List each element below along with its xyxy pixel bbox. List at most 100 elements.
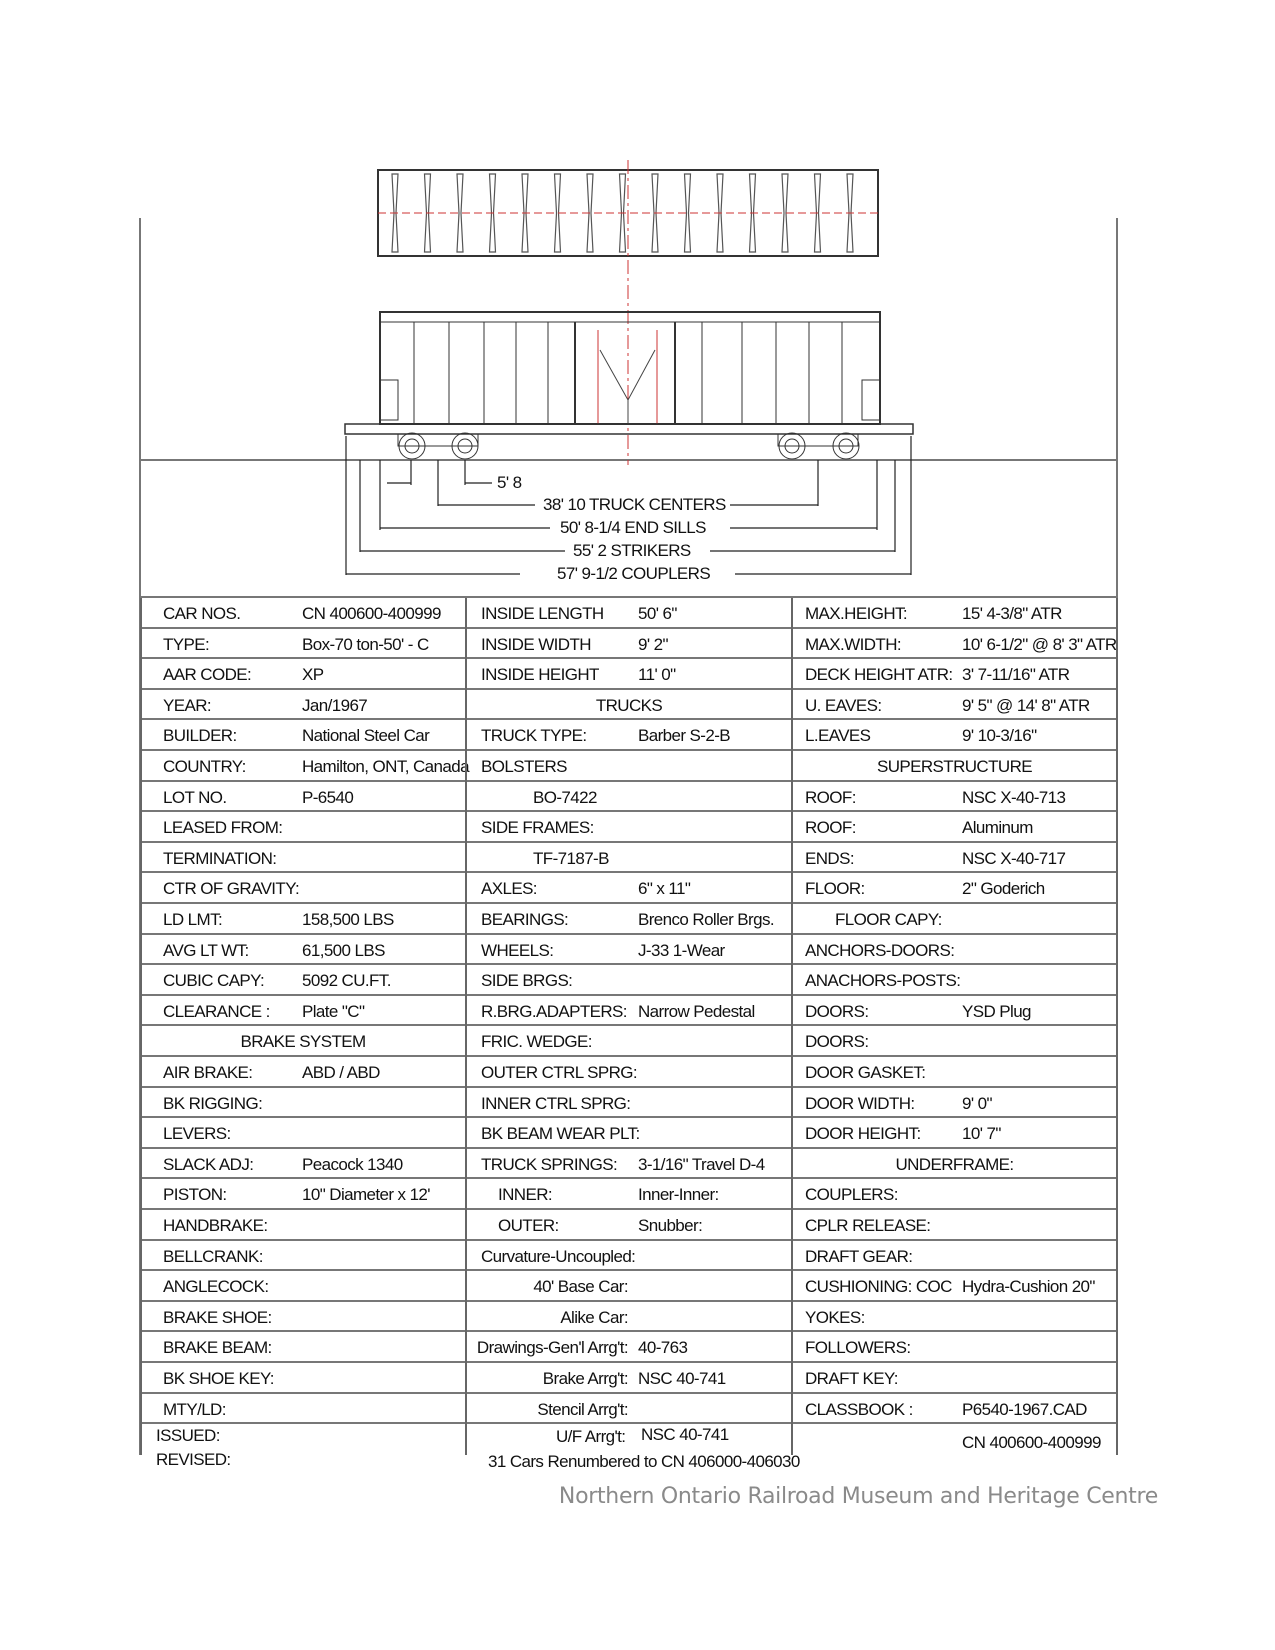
table-row: TYPE: Box-70 ton-50' - C xyxy=(140,629,466,660)
field-label: DOOR GASKET: xyxy=(805,1063,926,1082)
table-row: YEAR: Jan/1967 xyxy=(140,690,466,721)
field-label: CAR NOS. xyxy=(163,604,241,623)
table-row: CPLR RELEASE: xyxy=(792,1210,1117,1241)
truck-centers-dimension: 38' 10 TRUCK CENTERS xyxy=(539,495,730,515)
table-row: COUPLERS: xyxy=(792,1179,1117,1210)
field-label: U. EAVES: xyxy=(805,695,882,715)
field-label: DOOR HEIGHT: xyxy=(805,1124,921,1144)
table-row: BEARINGS: Brenco Roller Brgs. xyxy=(466,904,792,935)
table-row: TRUCK SPRINGS: 3-1/16" Travel D-4 xyxy=(466,1149,792,1180)
field-value: Hydra-Cushion 20" xyxy=(962,1277,1095,1297)
field-label: BUILDER: xyxy=(163,726,237,746)
table-row: BO-7422 xyxy=(466,782,792,813)
roof-panel xyxy=(456,173,464,253)
field-value: 40-763 xyxy=(638,1338,688,1358)
table-row: OUTER: Snubber: xyxy=(466,1210,792,1241)
roof-panel xyxy=(553,173,562,253)
field-value: Peacock 1340 xyxy=(302,1154,403,1174)
table-row: TF-7187-B xyxy=(466,843,792,874)
table-row: INSIDE HEIGHT 11' 0" xyxy=(466,659,792,690)
field-label: MAX.WIDTH: xyxy=(805,634,902,654)
issued-label: ISSUED: xyxy=(156,1426,220,1445)
table-row: SIDE BRGS: xyxy=(466,965,792,996)
field-label: DOORS: xyxy=(805,1001,869,1021)
table-row: AXLES: 6" x 11" xyxy=(466,873,792,904)
side-view xyxy=(344,311,914,460)
field-label: INSIDE LENGTH xyxy=(481,604,604,623)
field-label: BOLSTERS xyxy=(481,757,568,776)
table-row: BRAKE BEAM: xyxy=(140,1332,466,1363)
field-value: 9' 5" @ 14' 8" ATR xyxy=(962,695,1090,715)
field-value: Jan/1967 xyxy=(302,695,368,715)
table-row: INSIDE WIDTH 9' 2" xyxy=(466,629,792,660)
spec-table: CAR NOS. CN 400600-400999 TYPE: Box-70 ton-… xyxy=(140,596,1118,1455)
field-label: YOKES: xyxy=(805,1307,865,1327)
table-row: ENDS: NSC X-40-717 xyxy=(792,843,1117,874)
field-value: ABD / ABD xyxy=(302,1063,380,1082)
field-label: R.BRG.ADAPTERS: xyxy=(481,1001,628,1021)
field-value: Hamilton, ONT, Canada xyxy=(302,757,470,776)
table-border-left xyxy=(140,598,142,1455)
field-label: INSIDE HEIGHT xyxy=(481,665,599,685)
field-label: DOOR WIDTH: xyxy=(805,1093,915,1113)
table-row: BK SHOE KEY: xyxy=(140,1363,466,1394)
table-row: DRAFT GEAR: xyxy=(792,1241,1117,1272)
field-label: SUPERSTRUCTURE xyxy=(876,757,1033,776)
field-value: NSC X-40-713 xyxy=(962,787,1066,807)
end-sills-dimension: 50' 8-1/4 END SILLS xyxy=(556,518,710,538)
table-row: TERMINATION: xyxy=(140,843,466,874)
table-row: ROOF: Aluminum xyxy=(792,812,1117,843)
field-label: LEASED FROM: xyxy=(163,818,283,838)
field-label: DRAFT GEAR: xyxy=(805,1246,913,1266)
revised-label: REVISED: xyxy=(156,1450,231,1469)
field-label: DECK HEIGHT ATR: xyxy=(805,665,953,685)
field-value: XP xyxy=(302,665,324,685)
table-row: AAR CODE: XP xyxy=(140,659,466,690)
table-row: TRUCK TYPE: Barber S-2-B xyxy=(466,720,792,751)
table-row: LEASED FROM: xyxy=(140,812,466,843)
field-label: CTR OF GRAVITY: xyxy=(163,879,300,899)
field-label: CLEARANCE : xyxy=(163,1001,270,1021)
table-row: WHEELS: J-33 1-Wear xyxy=(466,935,792,966)
table-row: ROOF: NSC X-40-713 xyxy=(792,782,1117,813)
field-label: BK BEAM WEAR PLT: xyxy=(481,1124,640,1144)
field-value: P-6540 xyxy=(302,787,354,807)
field-label: AVG LT WT: xyxy=(163,940,249,960)
field-label: FOLLOWERS: xyxy=(805,1338,911,1358)
field-value: Barber S-2-B xyxy=(638,726,731,746)
field-label: WHEELS: xyxy=(481,940,554,960)
field-label: FLOOR: xyxy=(805,879,865,899)
table-row: BOLSTERS xyxy=(466,751,792,782)
museum-footer: Northern Ontario Railroad Museum and Her… xyxy=(558,1484,1158,1509)
uf-arrangement-label: U/F Arrg't: xyxy=(556,1427,626,1446)
field-label: TRUCKS xyxy=(595,695,663,715)
strikers-dimension: 55' 2 STRIKERS xyxy=(569,541,695,561)
dimension-lines xyxy=(345,436,912,575)
table-row: ANCHORS-DOORS: xyxy=(792,935,1117,966)
table-row: SLACK ADJ: Peacock 1340 xyxy=(140,1149,466,1180)
field-label: Brake Arrg't: xyxy=(542,1369,629,1388)
field-value: Snubber: xyxy=(638,1216,703,1235)
table-row: FOLLOWERS: xyxy=(792,1332,1117,1363)
field-label: 40' Base Car: xyxy=(533,1277,628,1297)
table-border-right xyxy=(1116,598,1118,1455)
roof-panel xyxy=(683,173,692,253)
field-label: BEARINGS: xyxy=(481,910,569,929)
column-divider xyxy=(465,598,467,1455)
field-label: OUTER: xyxy=(498,1216,559,1235)
field-label: TERMINATION: xyxy=(163,848,277,868)
table-row: AVG LT WT: 61,500 LBS xyxy=(140,935,466,966)
field-value: 10' 6-1/2" @ 8' 3" ATR xyxy=(962,634,1117,654)
field-label: SIDE BRGS: xyxy=(481,971,573,991)
car-numbers-note: CN 400600-400999 xyxy=(962,1433,1101,1452)
field-label: BO-7422 xyxy=(533,787,597,807)
truck-left xyxy=(397,432,479,460)
field-label: CUBIC CAPY: xyxy=(163,971,265,991)
field-value: 5092 CU.FT. xyxy=(302,971,391,991)
table-row: Alike Car: xyxy=(466,1302,792,1333)
field-label: CUSHIONING: COC xyxy=(805,1277,952,1297)
table-row: MAX.WIDTH: 10' 6-1/2" @ 8' 3" ATR xyxy=(792,629,1117,660)
field-label: ANACHORS-POSTS: xyxy=(805,971,961,991)
field-value: Plate "C" xyxy=(302,1001,365,1021)
field-value: Inner-Inner: xyxy=(638,1185,719,1205)
